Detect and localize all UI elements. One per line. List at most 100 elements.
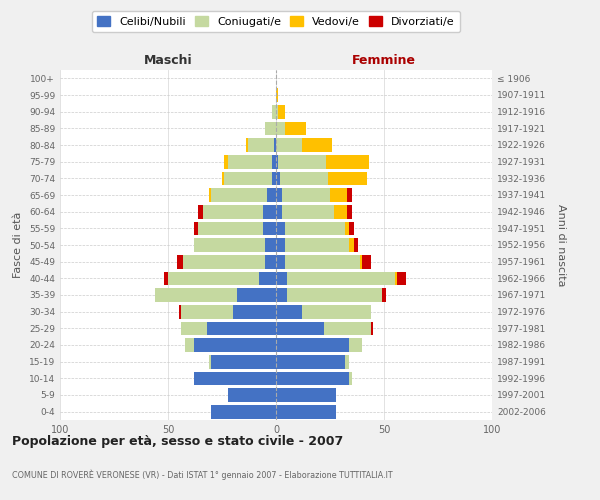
Legend: Celibi/Nubili, Coniugati/e, Vedovi/e, Divorziati/e: Celibi/Nubili, Coniugati/e, Vedovi/e, Di…	[92, 10, 460, 32]
Bar	[276, 355, 345, 368]
Bar	[194, 222, 198, 235]
Bar	[276, 338, 349, 352]
Bar	[224, 172, 272, 185]
Bar	[211, 188, 268, 202]
Bar	[284, 222, 345, 235]
Bar	[362, 255, 371, 268]
Bar	[176, 255, 183, 268]
Bar	[397, 272, 406, 285]
Bar	[276, 88, 278, 102]
Bar	[276, 188, 283, 202]
Bar	[276, 372, 349, 385]
Bar	[211, 405, 276, 418]
Bar	[278, 105, 284, 118]
Bar	[326, 155, 369, 168]
Bar	[347, 205, 352, 218]
Bar	[233, 305, 276, 318]
Bar	[194, 372, 276, 385]
Bar	[185, 338, 194, 352]
Bar	[203, 205, 263, 218]
Bar	[276, 155, 278, 168]
Bar	[181, 305, 233, 318]
Bar	[354, 238, 358, 252]
Bar	[371, 322, 373, 335]
Bar	[276, 255, 284, 268]
Bar	[198, 205, 203, 218]
Bar	[259, 272, 276, 285]
Bar	[207, 322, 276, 335]
Bar	[278, 155, 326, 168]
Bar	[287, 272, 395, 285]
Bar	[328, 172, 367, 185]
Bar	[265, 238, 276, 252]
Bar	[276, 305, 302, 318]
Bar	[345, 222, 349, 235]
Bar	[284, 238, 349, 252]
Bar	[287, 288, 382, 302]
Bar	[395, 272, 397, 285]
Bar	[280, 172, 328, 185]
Bar	[211, 355, 276, 368]
Bar	[276, 122, 284, 135]
Text: Popolazione per età, sesso e stato civile - 2007: Popolazione per età, sesso e stato civil…	[12, 435, 343, 448]
Bar	[302, 138, 332, 152]
Y-axis label: Fasce di età: Fasce di età	[13, 212, 23, 278]
Bar	[330, 188, 347, 202]
Bar	[268, 188, 276, 202]
Bar	[229, 388, 276, 402]
Bar	[229, 155, 272, 168]
Bar	[194, 338, 276, 352]
Bar	[283, 188, 330, 202]
Bar	[276, 105, 278, 118]
Bar	[265, 255, 276, 268]
Bar	[349, 338, 362, 352]
Bar	[284, 255, 360, 268]
Bar	[274, 138, 276, 152]
Bar	[181, 322, 207, 335]
Bar	[276, 322, 323, 335]
Bar	[276, 138, 302, 152]
Text: Femmine: Femmine	[352, 54, 416, 66]
Bar	[276, 222, 284, 235]
Text: Maschi: Maschi	[143, 54, 193, 66]
Bar	[272, 105, 276, 118]
Bar	[276, 205, 283, 218]
Bar	[248, 138, 274, 152]
Bar	[276, 172, 280, 185]
Bar	[179, 305, 181, 318]
Bar	[276, 405, 337, 418]
Bar	[334, 205, 347, 218]
Bar	[276, 288, 287, 302]
Bar	[265, 122, 276, 135]
Bar	[168, 272, 259, 285]
Bar	[209, 188, 211, 202]
Y-axis label: Anni di nascita: Anni di nascita	[556, 204, 566, 286]
Bar	[345, 355, 349, 368]
Bar	[276, 238, 284, 252]
Bar	[237, 288, 276, 302]
Bar	[283, 205, 334, 218]
Bar	[209, 355, 211, 368]
Bar	[272, 172, 276, 185]
Bar	[349, 238, 354, 252]
Bar	[382, 288, 386, 302]
Bar	[263, 222, 276, 235]
Bar	[272, 155, 276, 168]
Bar	[347, 188, 352, 202]
Bar	[276, 388, 337, 402]
Bar	[246, 138, 248, 152]
Bar	[263, 205, 276, 218]
Bar	[198, 222, 263, 235]
Bar	[194, 238, 265, 252]
Bar	[284, 122, 306, 135]
Bar	[224, 155, 229, 168]
Bar	[349, 222, 354, 235]
Bar	[155, 288, 237, 302]
Text: COMUNE DI ROVERÈ VERONESE (VR) - Dati ISTAT 1° gennaio 2007 - Elaborazione TUTTI: COMUNE DI ROVERÈ VERONESE (VR) - Dati IS…	[12, 470, 392, 480]
Bar	[349, 372, 352, 385]
Bar	[164, 272, 168, 285]
Bar	[360, 255, 362, 268]
Bar	[222, 172, 224, 185]
Bar	[302, 305, 371, 318]
Bar	[183, 255, 265, 268]
